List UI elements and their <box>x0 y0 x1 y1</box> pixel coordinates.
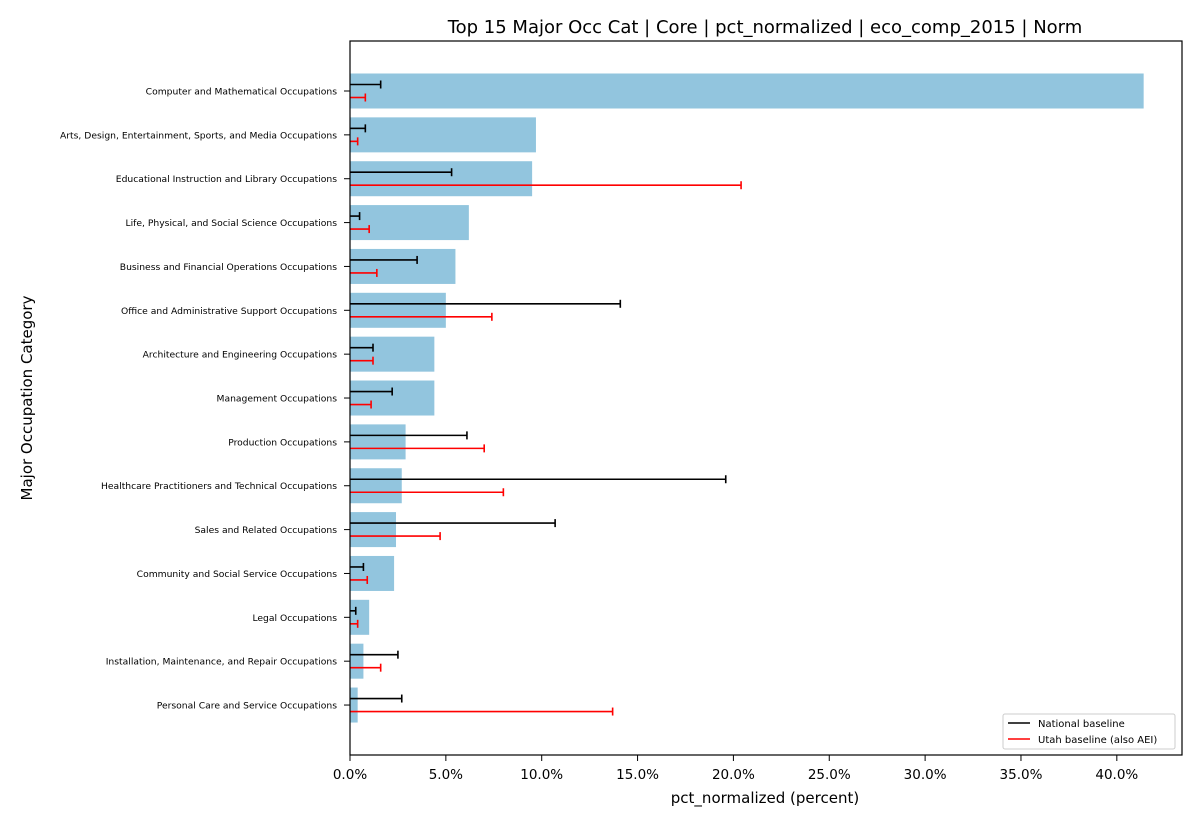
y-tick-label: Management Occupations <box>217 394 338 405</box>
y-tick-label: Business and Financial Operations Occupa… <box>120 262 337 273</box>
legend-box <box>1002 713 1176 750</box>
bar <box>350 161 533 197</box>
y-tick-label: Personal Care and Service Occupations <box>157 701 337 712</box>
x-tick-label: 5.0% <box>429 767 463 783</box>
y-tick-label: Office and Administrative Support Occupa… <box>121 306 337 317</box>
bar <box>350 205 469 241</box>
y-axis-label: Major Occupation Category <box>18 295 36 500</box>
bar <box>350 555 395 591</box>
x-tick-label: 40.0% <box>1095 767 1138 783</box>
y-tick-label: Healthcare Practitioners and Technical O… <box>101 481 337 492</box>
y-tick-label: Educational Instruction and Library Occu… <box>116 174 337 185</box>
x-tick-label: 35.0% <box>1000 767 1043 783</box>
y-tick-layer: Computer and Mathematical Occupations Art… <box>60 87 350 712</box>
y-tick-label: Computer and Mathematical Occupations <box>146 87 338 98</box>
bar <box>350 643 364 679</box>
x-tick-label: 10.0% <box>520 767 563 783</box>
bar <box>350 512 397 548</box>
y-tick-label: Sales and Related Occupations <box>195 525 338 536</box>
x-tick-label: 30.0% <box>904 767 947 783</box>
legend-label-national: National baseline <box>1038 719 1125 730</box>
bar <box>350 424 406 460</box>
bars-layer <box>350 73 1144 723</box>
x-tick-label: 15.0% <box>616 767 659 783</box>
y-tick-label: Legal Occupations <box>252 613 337 624</box>
bar <box>350 380 435 416</box>
bar <box>350 599 370 635</box>
x-axis-label: pct_normalized (percent) <box>671 789 859 808</box>
chart-title: Top 15 Major Occ Cat | Core | pct_normal… <box>447 17 1083 38</box>
x-tick-label: 25.0% <box>808 767 851 783</box>
legend: National baseline Utah baseline (also AE… <box>1002 713 1176 750</box>
y-tick-label: Life, Physical, and Social Science Occup… <box>125 218 337 229</box>
bar <box>350 292 446 328</box>
bar <box>350 468 402 504</box>
y-tick-label: Community and Social Service Occupations <box>137 569 338 580</box>
bar <box>350 73 1144 109</box>
y-tick-label: Architecture and Engineering Occupations <box>143 350 338 361</box>
x-tick-layer: 0.0% 5.0% 10.0% 15.0% 20.0% 25.0% 30.0% 35.0% 40… <box>333 755 1138 783</box>
y-tick-label: Production Occupations <box>228 437 337 448</box>
bar <box>350 248 456 284</box>
y-tick-label: Arts, Design, Entertainment, Sports, and… <box>60 130 337 141</box>
x-tick-label: 0.0% <box>333 767 367 783</box>
x-tick-label: 20.0% <box>712 767 755 783</box>
bar <box>350 117 536 153</box>
y-tick-label: Installation, Maintenance, and Repair Oc… <box>106 657 337 668</box>
legend-label-utah: Utah baseline (also AEI) <box>1038 735 1157 746</box>
bar <box>350 336 435 372</box>
bar <box>350 687 358 723</box>
error-bars-layer <box>350 80 742 716</box>
